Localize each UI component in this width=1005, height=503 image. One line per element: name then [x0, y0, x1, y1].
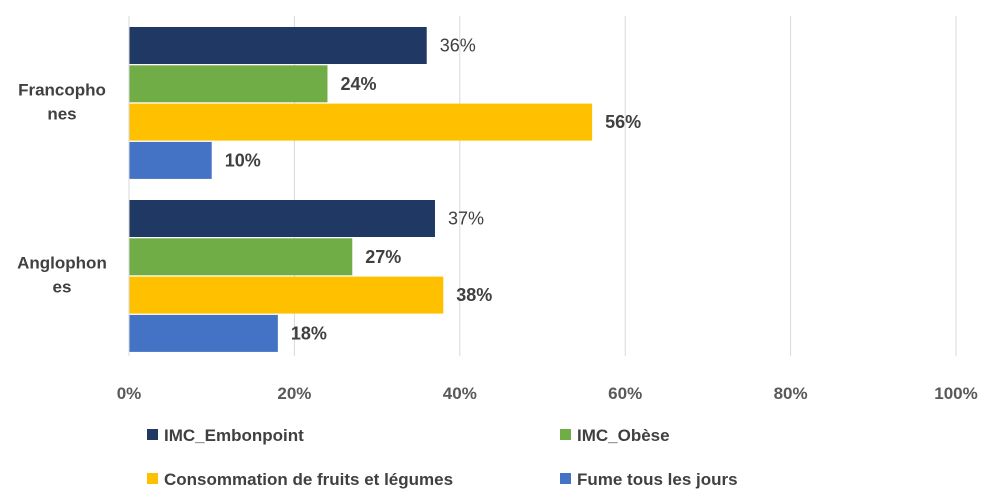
data-label: 36% [440, 36, 476, 56]
data-label: 38% [456, 285, 492, 305]
legend-label: IMC_Obèse [577, 426, 670, 445]
data-label: 37% [448, 209, 484, 229]
legend-label: IMC_Embonpoint [164, 426, 304, 445]
data-label: 27% [365, 247, 401, 267]
data-label: 56% [605, 112, 641, 132]
bar [129, 27, 427, 64]
legend-swatch [560, 429, 571, 440]
bar [129, 141, 212, 179]
x-tick-label: 0% [117, 384, 142, 403]
legend-swatch [560, 473, 571, 484]
legend-swatch [147, 473, 158, 484]
data-label: 24% [340, 74, 376, 94]
bar [129, 238, 353, 276]
x-tick-label: 60% [608, 384, 642, 403]
bar [129, 103, 593, 141]
legend-swatch [147, 429, 158, 440]
legend: IMC_Embonpoint IMC_Obèse Consommation de f… [147, 426, 738, 489]
legend-label: Fume tous les jours [577, 470, 738, 489]
x-tick-label: 20% [277, 384, 311, 403]
bar [129, 276, 444, 314]
axes: 0% 20% 40% 60% 80% 100% Francopho nes Anglophon e… [17, 16, 978, 403]
data-label: 18% [291, 323, 327, 343]
bar [129, 65, 328, 103]
data-labels: 36% 24% 56% 10% 37% 27% 38% 18% [225, 36, 641, 344]
bars [129, 27, 593, 352]
bar [129, 314, 278, 352]
category-label: Anglophon es [17, 254, 107, 297]
legend-label: Consommation de fruits et légumes [164, 470, 453, 489]
bar [129, 200, 435, 237]
x-tick-label: 40% [443, 384, 477, 403]
x-tick-label: 80% [774, 384, 808, 403]
category-label: Francopho nes [18, 81, 106, 124]
x-tick-label: 100% [934, 384, 977, 403]
data-label: 10% [225, 150, 261, 170]
